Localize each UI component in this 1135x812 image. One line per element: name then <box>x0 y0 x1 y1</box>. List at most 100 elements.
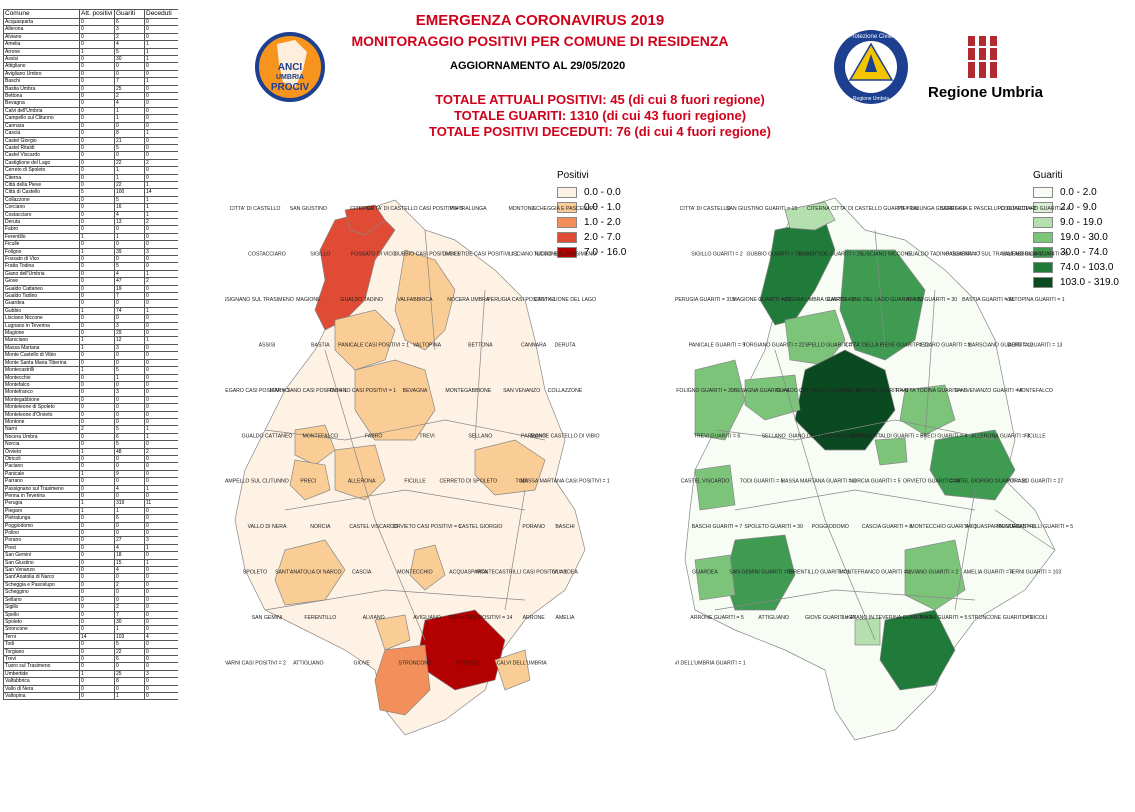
cell-guariti: 8 <box>114 677 145 686</box>
comune-label: SPELLO GUARITI = 7 <box>805 342 857 348</box>
comune-label: FOSSATO DI VICO <box>351 251 396 257</box>
comune-label: LUGNANO IN TEVERINA GUARITI = 3 <box>842 615 933 621</box>
legend-label: 19.0 - 30.0 <box>1060 232 1108 243</box>
cell-comune: Preci <box>3 543 80 553</box>
table-row: Bastia Umbra 0 25 0 <box>3 84 178 94</box>
cell-positivi: 0 <box>79 284 115 294</box>
cell-comune: Castel Giorgio <box>3 136 80 145</box>
cell-deceduti: 0 <box>144 654 178 664</box>
cell-guariti: 4 <box>114 484 145 494</box>
cell-guariti: 0 <box>114 299 145 308</box>
legend-entry: 2.0 - 7.0 <box>557 230 626 245</box>
cell-deceduti: 1 <box>144 558 178 568</box>
cell-guariti: 3 <box>114 388 145 397</box>
table-row: Nocera Umbra 0 6 1 <box>3 432 178 442</box>
cell-guariti: 0 <box>114 403 145 412</box>
cell-comune: Todi <box>3 640 80 649</box>
comune-label: MONTE CASTELLO DI VIBIO <box>530 433 599 439</box>
cell-guariti: 5 <box>114 640 145 649</box>
cell-guariti: 13 <box>114 217 145 227</box>
cell-guariti: 0 <box>114 358 145 368</box>
legend-entry: 9.0 - 19.0 <box>1033 215 1119 230</box>
cell-comune: Gubbio <box>3 306 80 316</box>
cell-deceduti: 0 <box>144 240 178 249</box>
cell-positivi: 0 <box>79 617 115 627</box>
area-porano <box>694 554 736 601</box>
cell-positivi: 1 <box>79 306 115 316</box>
comune-label: GIANO DELL'UMBRIA GUARITI = 4 <box>789 433 872 439</box>
cell-comune: Amelia <box>3 40 80 49</box>
comune-label: SAN VENANZO <box>503 388 540 394</box>
legend-label: 103.0 - 319.0 <box>1060 277 1119 288</box>
cell-deceduti: 1 <box>144 77 178 86</box>
cell-comune: Polino <box>3 529 80 538</box>
cell-positivi: 2 <box>79 425 115 434</box>
cell-comune: Monteleone d'Orvieto <box>3 410 80 419</box>
comune-label: CASCIA GUARITI = 8 <box>862 524 912 530</box>
cell-deceduti: 0 <box>144 114 178 123</box>
cell-guariti: 0 <box>114 62 145 71</box>
cell-deceduti: 0 <box>144 254 178 264</box>
cell-positivi: 0 <box>79 580 115 590</box>
comune-label: DERUTA GUARITI = 13 <box>1008 342 1063 348</box>
cell-guariti: 0 <box>114 417 145 427</box>
legend-swatch <box>1033 217 1053 228</box>
cell-deceduti: 0 <box>144 551 178 560</box>
comune-label: GUALDO CATTANEO GUARITI = 19 <box>776 388 861 394</box>
cell-positivi: 0 <box>79 536 115 545</box>
cell-positivi: 0 <box>79 25 115 34</box>
cell-deceduti: 0 <box>144 366 178 375</box>
comune-label: UMBERTIDE CASI POSITIVI = 1 <box>442 251 518 257</box>
table-row: Tuoro sul Trasimeno 0 0 0 <box>3 662 178 671</box>
cell-comune: Bastia Umbra <box>3 84 80 94</box>
cell-positivi: 0 <box>79 588 115 597</box>
table-row: Trevi 0 6 0 <box>3 654 178 664</box>
cell-positivi: 1 <box>79 469 115 479</box>
comune-label: POGGIODOMO <box>812 524 849 530</box>
cell-guariti: 0 <box>114 225 145 234</box>
cell-guariti: 48 <box>114 447 145 456</box>
table-row: Cannara 0 0 0 <box>3 121 178 131</box>
cell-comune: Tuoro sul Trasimeno <box>3 662 80 671</box>
table-row: Massa Martana 1 3 0 <box>3 343 178 353</box>
cell-guariti: 4 <box>114 269 145 279</box>
cell-comune: Gualdo Cattaneo <box>3 284 80 294</box>
comune-label: SPOLETO GUARITI = 30 <box>744 524 803 530</box>
comune-label: VALLO DI NERA <box>248 524 287 530</box>
cell-guariti: 0 <box>114 462 145 471</box>
cell-comune: Montecastrilli <box>3 366 80 375</box>
area-umbertide <box>334 309 396 371</box>
regione-umbria-label: Regione Umbria <box>928 84 1044 101</box>
cell-comune: Castel Ritaldi <box>3 143 80 153</box>
table-row: Acquasparta 0 6 0 <box>3 17 178 27</box>
comune-label: FRATTA TODINA GUARITI = 5 <box>896 388 967 394</box>
area-narni <box>374 644 431 716</box>
cell-positivi: 0 <box>79 677 115 686</box>
cell-guariti: 30 <box>114 55 145 64</box>
table-row: Lugnano in Teverina 0 3 0 <box>3 321 178 331</box>
comune-label: ASSISI <box>259 342 276 348</box>
legend-positivi: Positivi 0.0 - 0.0 0.0 - 1.0 1.0 - 2.0 2.0 … <box>557 170 626 260</box>
cell-positivi: 0 <box>79 195 115 205</box>
cell-positivi: 14 <box>79 632 115 642</box>
cell-deceduti: 0 <box>144 380 178 390</box>
cell-deceduti: 0 <box>144 106 178 116</box>
cell-deceduti: 0 <box>144 292 178 301</box>
comune-label: NORCIA <box>310 524 331 530</box>
comune-label: STRONCONE GUARITI = 1 <box>968 615 1033 621</box>
comune-label: GIOVE GUARITI = 47 <box>805 615 856 621</box>
table-row: Calvi dell'Umbria 0 1 0 <box>3 106 178 116</box>
cell-deceduti: 0 <box>144 395 178 405</box>
cell-deceduti: 0 <box>144 373 178 382</box>
table-row: Montone 0 0 0 <box>3 417 178 427</box>
cell-deceduti: 0 <box>144 454 178 464</box>
table-row: Baschi 0 7 1 <box>3 77 178 86</box>
table-row: Costacciaro 0 4 1 <box>3 210 178 219</box>
cell-comune: Deruta <box>3 217 80 227</box>
cell-positivi: 0 <box>79 158 115 168</box>
cell-guariti: 0 <box>114 454 145 464</box>
comune-label: VALFABBRICA GUARITI = 8 <box>1002 251 1068 257</box>
cell-comune: Fabro <box>3 225 80 234</box>
area-foligno <box>474 439 546 496</box>
table-row: Assisi 0 30 1 <box>3 55 178 64</box>
